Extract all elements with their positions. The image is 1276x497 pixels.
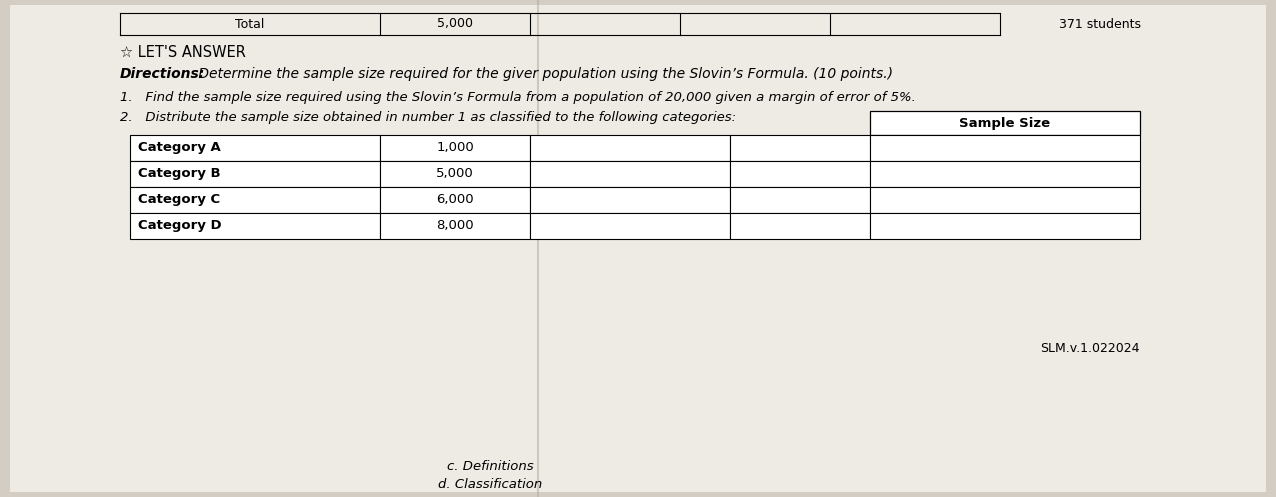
Bar xyxy=(130,187,380,213)
Text: Category D: Category D xyxy=(138,220,222,233)
Bar xyxy=(730,187,870,213)
FancyBboxPatch shape xyxy=(10,5,1266,492)
Text: Sample Size: Sample Size xyxy=(960,116,1050,130)
Text: Directions:: Directions: xyxy=(120,67,205,81)
Bar xyxy=(730,161,870,187)
Bar xyxy=(530,161,730,187)
Text: d. Classification: d. Classification xyxy=(438,479,542,492)
Bar xyxy=(730,135,870,161)
Bar xyxy=(870,187,1139,213)
Bar xyxy=(530,213,730,239)
Text: Category B: Category B xyxy=(138,167,221,180)
Bar xyxy=(380,161,530,187)
Bar xyxy=(870,161,1139,187)
Text: ☆ LET'S ANSWER: ☆ LET'S ANSWER xyxy=(120,45,246,60)
Text: Determine the sample size required for the giver population using the Slovin’s F: Determine the sample size required for t… xyxy=(194,67,893,81)
Bar xyxy=(530,187,730,213)
Bar xyxy=(870,135,1139,161)
Text: 8,000: 8,000 xyxy=(436,220,473,233)
Bar xyxy=(130,213,380,239)
Bar xyxy=(530,135,730,161)
Bar xyxy=(870,111,1139,135)
Bar xyxy=(380,135,530,161)
Bar xyxy=(730,213,870,239)
Bar xyxy=(380,187,530,213)
Text: 6,000: 6,000 xyxy=(436,193,473,206)
Text: 2.   Distribute the sample size obtained in number 1 as classified to the follow: 2. Distribute the sample size obtained i… xyxy=(120,110,736,123)
Text: 1,000: 1,000 xyxy=(436,142,473,155)
Bar xyxy=(130,161,380,187)
Text: SLM.v.1.022024: SLM.v.1.022024 xyxy=(1040,342,1139,355)
Text: Category A: Category A xyxy=(138,142,221,155)
Text: c. Definitions: c. Definitions xyxy=(447,461,533,474)
Text: 1.   Find the sample size required using the Slovin’s Formula from a population : 1. Find the sample size required using t… xyxy=(120,90,916,103)
Text: 371 students: 371 students xyxy=(1059,17,1141,30)
Bar xyxy=(380,213,530,239)
Bar xyxy=(870,213,1139,239)
Text: 5,000: 5,000 xyxy=(436,167,473,180)
Text: Category C: Category C xyxy=(138,193,221,206)
Bar xyxy=(130,135,380,161)
Text: 5,000: 5,000 xyxy=(436,17,473,30)
Text: Total: Total xyxy=(235,17,264,30)
